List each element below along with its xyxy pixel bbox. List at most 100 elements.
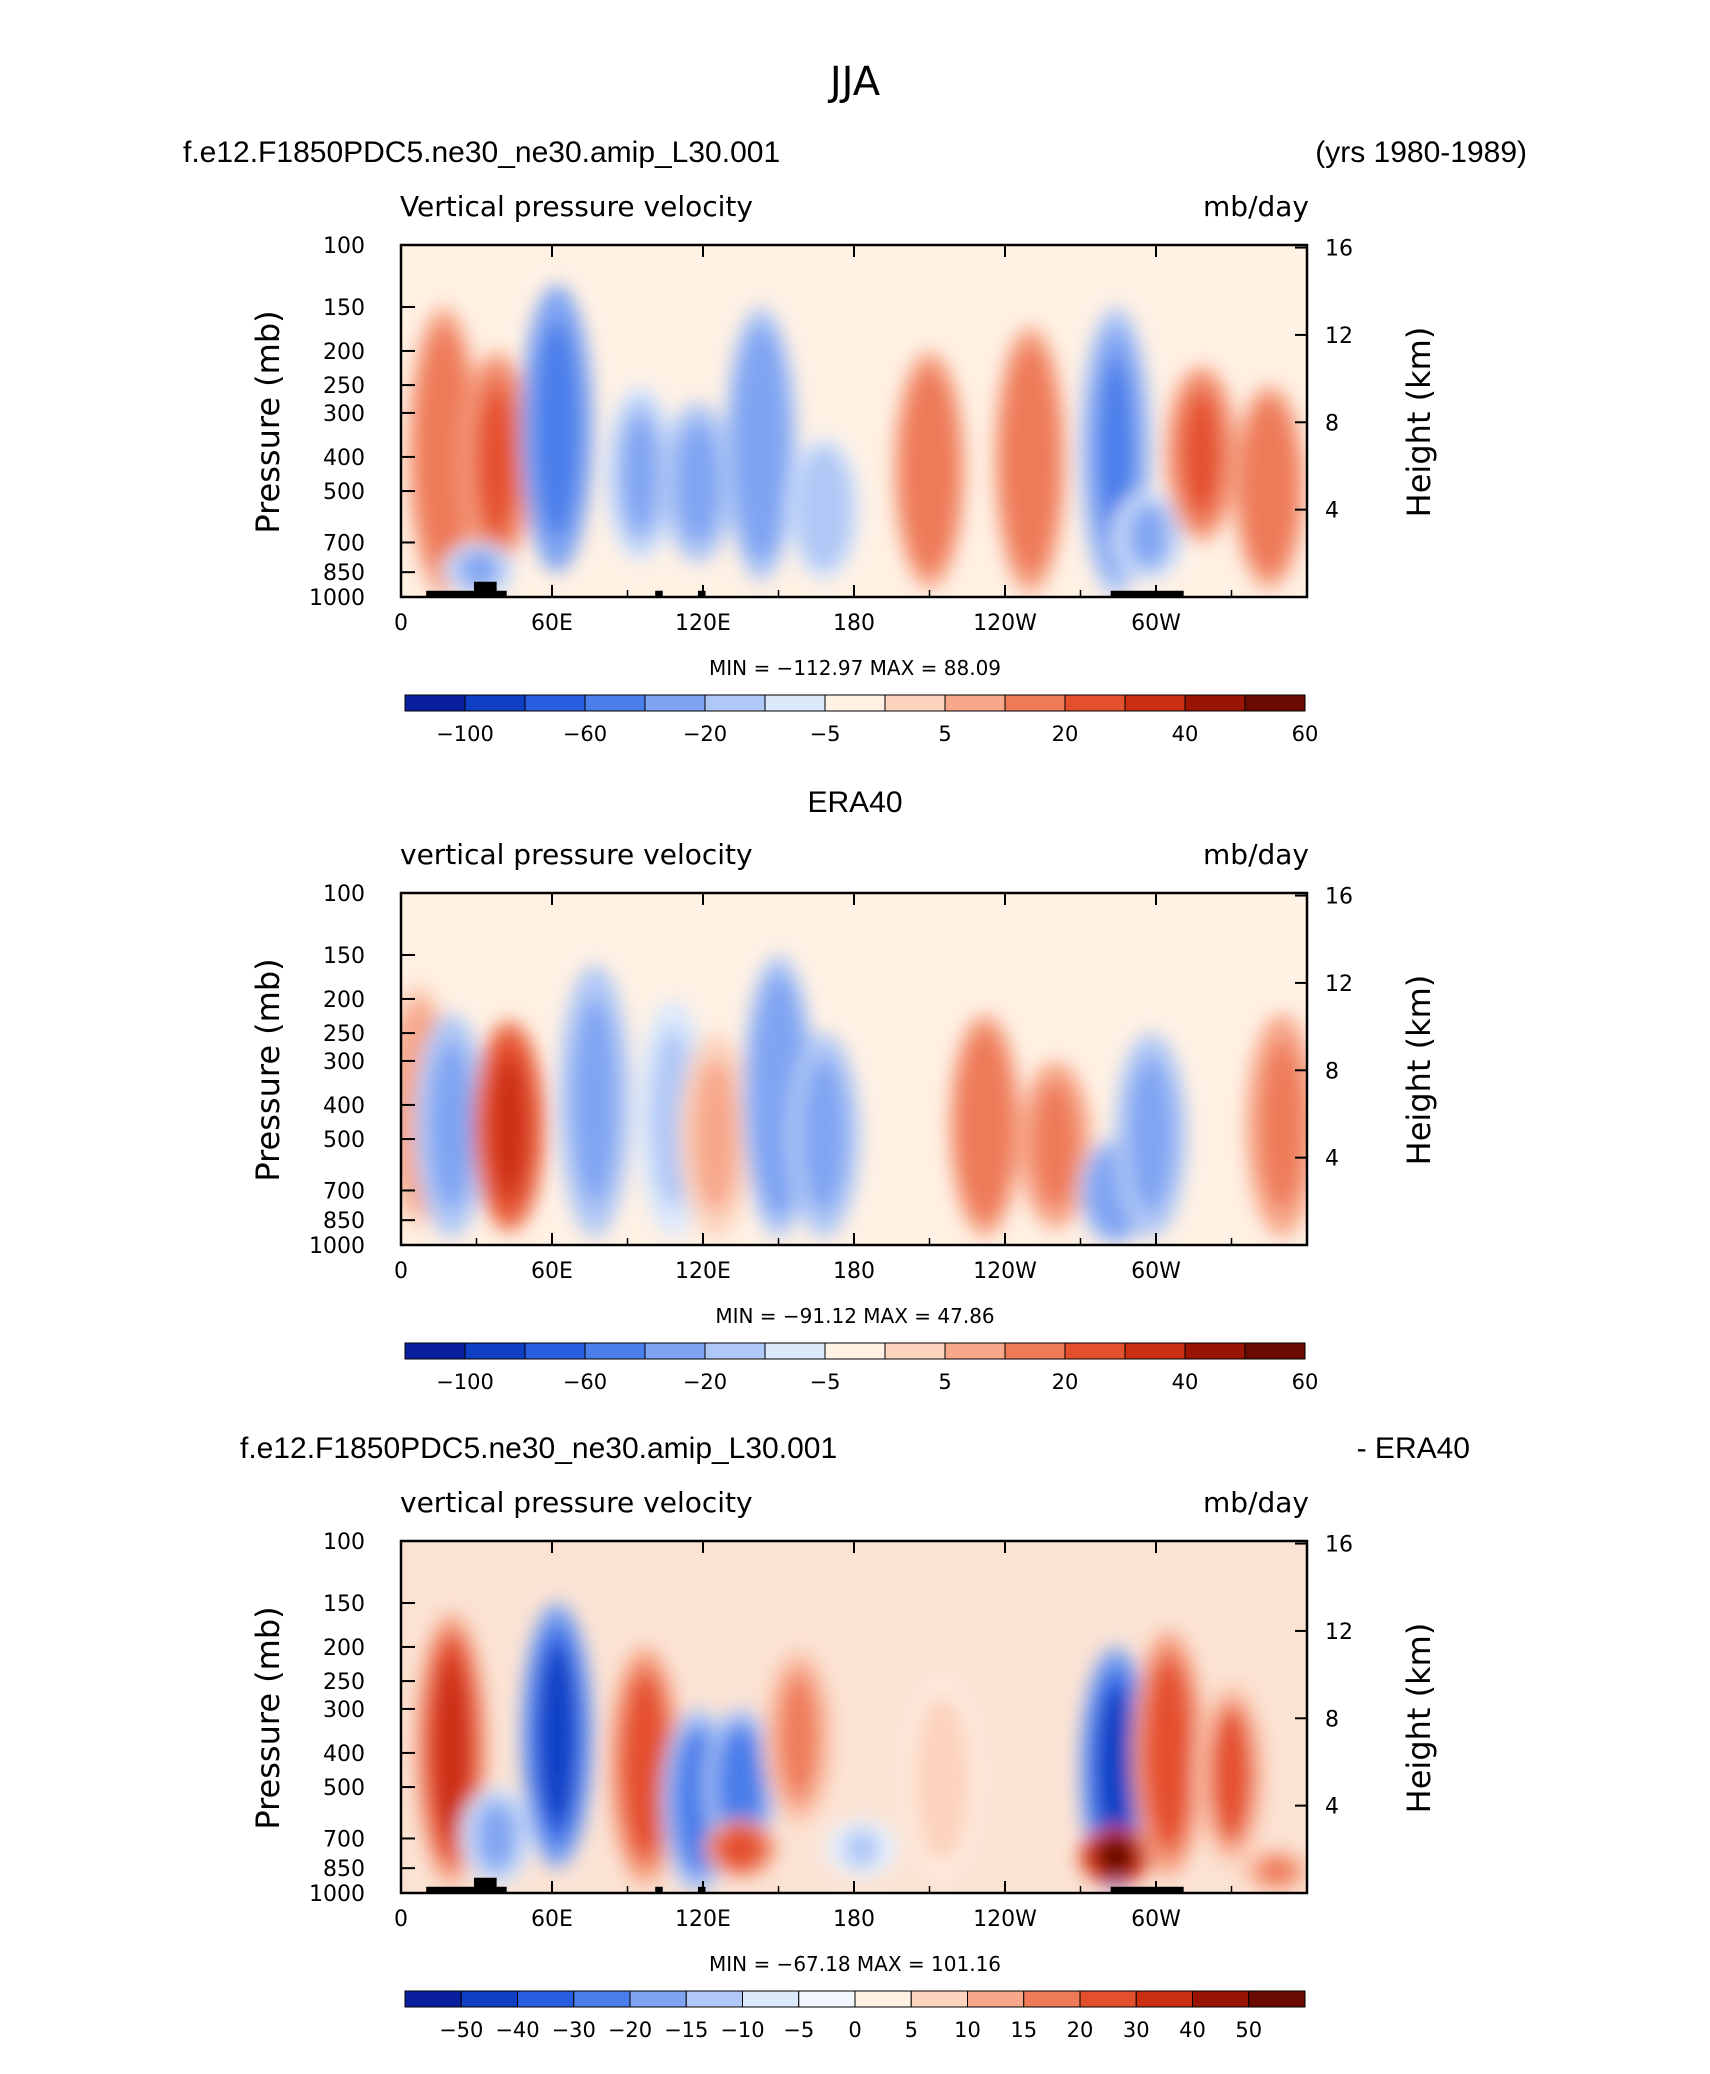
colorbar-label: 15	[1010, 2018, 1037, 2042]
panel-2-colorbar: −100 −60 −20 −5 5 20 40 60	[404, 1342, 1319, 1394]
contour-field	[401, 1541, 1307, 1893]
panel-1-subtitle-right: mb/day	[1203, 190, 1309, 223]
colorbar-label: −5	[810, 722, 841, 746]
colorbar-label: −30	[552, 2018, 596, 2042]
y-tick-label: 300	[323, 402, 365, 427]
colorbar-swatch	[854, 1990, 912, 2008]
topography-block	[473, 1877, 497, 1893]
x-tick-label: 0	[394, 611, 408, 636]
colorbar-swatch	[1124, 694, 1186, 712]
colorbar-swatch	[1248, 1990, 1306, 2008]
y-tick-label: 250	[323, 1670, 365, 1695]
y-tick-label: 700	[323, 1827, 365, 1852]
topography-block	[655, 1886, 663, 1893]
contour-cell	[1013, 371, 1048, 549]
colorbar-label: 5	[905, 2018, 918, 2042]
contour-cell	[723, 1734, 758, 1834]
x-tick-label: 120E	[675, 1907, 731, 1932]
contour-cell	[462, 551, 496, 588]
contour-cell	[1214, 1712, 1249, 1837]
panel-3-colorbar: −50 −40 −30 −20 −15 −10 −5 0 5 10 15 20 30 40 50	[404, 1990, 1306, 2042]
colorbar-swatch	[464, 694, 526, 712]
contour-cell	[1131, 506, 1166, 566]
x-tick-label: 0	[394, 1259, 408, 1284]
contour-cell	[1184, 395, 1219, 513]
colorbar-swatch	[824, 1342, 886, 1360]
colorbar-swatch	[1184, 694, 1246, 712]
colorbar-swatch	[1192, 1990, 1250, 2008]
panel-2-plot: 0 60E 120E 180 120W 60W 100 150 200 250 300 400 500 7…	[309, 882, 1353, 1284]
colorbar-swatch	[1244, 694, 1306, 712]
contour-cell	[1038, 1089, 1073, 1201]
colorbar-label: 40	[1172, 722, 1199, 746]
colorbar-swatch	[1184, 1342, 1246, 1360]
panel-3-plot: 0 60E 120E 180 120W 60W 100 150 200 250 300 400 500 7…	[309, 1530, 1353, 1932]
colorbar-label: −10	[720, 2018, 764, 2042]
colorbar-label: −50	[439, 2018, 483, 2042]
topography	[426, 1877, 1184, 1893]
colorbar-label: 5	[938, 722, 951, 746]
y-tick-label: 700	[323, 531, 365, 556]
y2-tick-label: 4	[1325, 499, 1339, 524]
y-tick-label: 300	[323, 1698, 365, 1723]
panel-3-subtitle-left: vertical pressure velocity	[400, 1486, 753, 1519]
x-tick-label: 60W	[1131, 1259, 1181, 1284]
y-tick-label: 400	[323, 446, 365, 471]
contour-cell	[492, 1056, 527, 1197]
x-tick-label: 120W	[973, 611, 1037, 636]
panel-2-header-left: ERA40	[807, 786, 902, 819]
y-tick-label: 700	[323, 1179, 365, 1204]
contour-cell	[1259, 1856, 1294, 1886]
panel-2-ylabel2: Height (km)	[1400, 975, 1438, 1166]
contour-field	[401, 245, 1307, 597]
panel-1-header-right: (yrs 1980-1989)	[1315, 136, 1527, 169]
y-tick-label: 850	[323, 1209, 365, 1234]
y2-tick-label: 8	[1325, 411, 1339, 436]
y-tick-label: 1000	[309, 586, 365, 611]
colorbar-swatch	[573, 1990, 631, 2008]
colorbar-swatch	[460, 1990, 518, 2008]
contour-cell	[1134, 1067, 1168, 1203]
colorbar-swatch	[1064, 694, 1126, 712]
colorbar-label: 40	[1179, 2018, 1206, 2042]
colorbar-label: −60	[563, 1370, 607, 1394]
y2-tick-label: 4	[1325, 1147, 1339, 1172]
topography-block	[697, 590, 706, 597]
colorbar-swatch	[1124, 1342, 1186, 1360]
contour-cell	[479, 388, 514, 535]
y-tick-label: 200	[323, 340, 365, 365]
panel-1-plot: 0 60E 120E 180 120W 60W 100 150 200 250 300 400 500 7…	[309, 234, 1353, 636]
colorbar-swatch	[464, 1342, 526, 1360]
colorbar-swatch	[404, 694, 466, 712]
colorbar-swatch	[824, 694, 886, 712]
x-tick-label: 120E	[675, 1259, 731, 1284]
colorbar-label: 30	[1123, 2018, 1150, 2042]
y-tick-label: 150	[323, 296, 365, 321]
topography	[426, 581, 1184, 597]
contour-cell	[912, 391, 947, 549]
y-tick-label: 250	[323, 374, 365, 399]
colorbar-label: −100	[436, 1370, 494, 1394]
colorbar-swatch	[742, 1990, 800, 2008]
y-tick-label: 100	[323, 882, 365, 907]
colorbar-swatch	[524, 1342, 586, 1360]
y-tick-label: 500	[323, 1128, 365, 1153]
contour-cell	[1151, 1672, 1186, 1836]
colorbar-label: 60	[1292, 1370, 1319, 1394]
contour-cell	[577, 1010, 612, 1192]
topography-block	[426, 590, 507, 597]
colorbar-swatch	[704, 1342, 766, 1360]
colorbar-label: −40	[495, 2018, 539, 2042]
colorbar-label: 10	[954, 2018, 981, 2042]
y-tick-label: 400	[323, 1742, 365, 1767]
contour-cell	[540, 1647, 574, 1824]
y2-tick-label: 16	[1325, 885, 1353, 910]
y2-tick-label: 12	[1325, 1620, 1353, 1645]
x-tick-label: 60E	[531, 1259, 573, 1284]
y-tick-label: 100	[323, 234, 365, 259]
colorbar-swatch	[644, 1342, 706, 1360]
topography-block	[1110, 590, 1184, 597]
x-tick-label: 120W	[973, 1907, 1037, 1932]
x-tick-label: 60E	[531, 611, 573, 636]
